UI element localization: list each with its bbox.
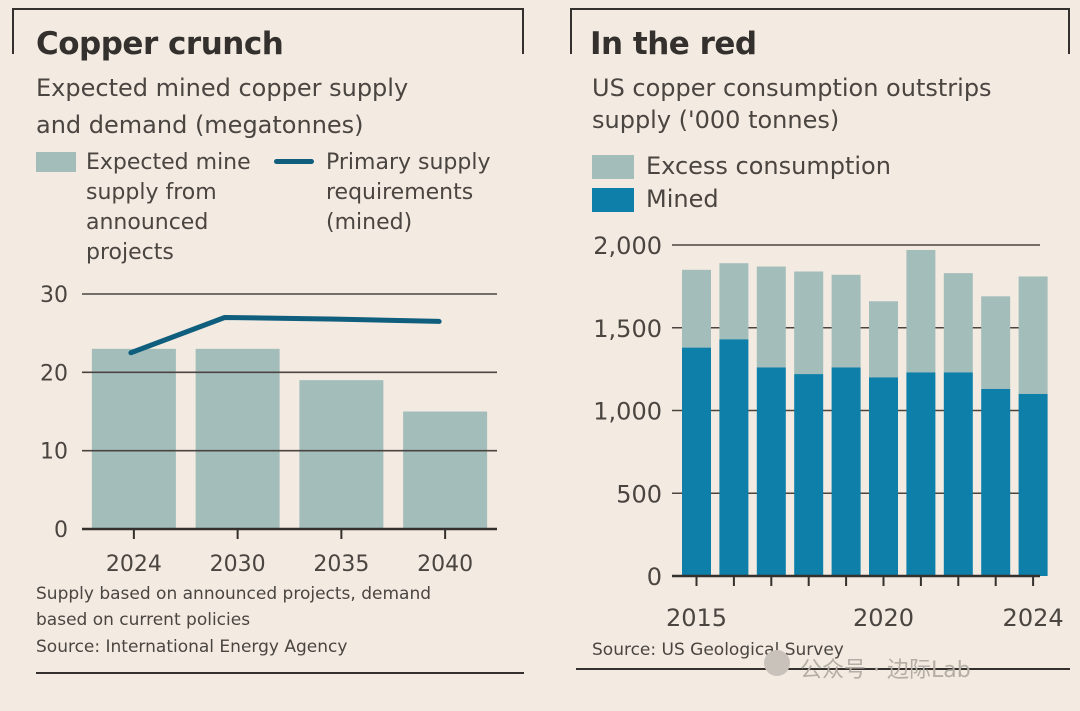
mined-bar: [719, 339, 749, 576]
mined-bar: [831, 367, 861, 576]
watermark-text: 公众号 · 边际Lab: [800, 658, 971, 683]
panel-frame-left: [570, 8, 572, 54]
x-tick-label: 2024: [106, 552, 162, 577]
y-tick-label: 500: [616, 480, 662, 508]
panel-frame-right: [1068, 8, 1070, 54]
y-tick-label: 20: [40, 361, 68, 386]
supply-bar: [403, 411, 488, 529]
mined-bar: [906, 372, 936, 576]
excess-consumption-bar: [719, 263, 749, 340]
mined-bar: [869, 377, 898, 576]
x-tick-label: 2024: [1003, 604, 1064, 632]
excess-consumption-bar: [1018, 276, 1048, 394]
legend-bar-label-1: Expected mine: [86, 150, 251, 175]
panel-bottom-rule: [36, 672, 524, 674]
excess-consumption-bar: [831, 274, 861, 368]
legend-bar-swatch: [36, 152, 76, 172]
legend-bar-label-3: announced: [86, 210, 209, 235]
y-tick-label: 1,500: [593, 315, 662, 343]
legend-line-label-3: (mined): [326, 210, 413, 235]
excess-consumption-bar: [794, 271, 824, 375]
source-line: Source: International Energy Agency: [36, 637, 348, 657]
x-tick-label: 2020: [853, 604, 914, 632]
chart-subtitle-line-2: supply ('000 tonnes): [592, 106, 840, 134]
mined-bar: [756, 367, 786, 576]
panel-frame-top: [12, 8, 524, 10]
in-the-red-chart: 0 500 1,000 1,500 2,000 2015 2020 2024: [593, 232, 1064, 632]
legend-mined-label: Mined: [646, 185, 719, 213]
supply-bar: [195, 348, 280, 529]
y-tick-label: 1,000: [593, 398, 662, 426]
in-the-red-panel: In the red US copper consumption outstri…: [570, 0, 1070, 711]
watermark-logo-icon: [764, 650, 790, 676]
mined-bar: [1018, 393, 1048, 576]
legend-bar-label-2: supply from: [86, 180, 217, 205]
y-tick-label: 0: [54, 518, 68, 543]
excess-consumption-bar: [906, 249, 936, 373]
panel-bottom-rule: [576, 668, 1070, 670]
legend-mined-swatch: [592, 188, 634, 212]
supply-bar: [299, 380, 384, 529]
supply-bar: [91, 348, 176, 529]
excess-consumption-bar: [869, 301, 898, 378]
excess-consumption-bar: [981, 296, 1011, 389]
excess-consumption-bar: [943, 273, 973, 373]
x-tick-label: 2035: [313, 552, 369, 577]
x-tick-label: 2040: [417, 552, 473, 577]
panel-frame-top: [570, 8, 1070, 10]
y-tick-label: 0: [647, 563, 662, 591]
excess-consumption-bar: [682, 269, 711, 348]
mined-bar: [794, 374, 824, 576]
legend-excess-label: Excess consumption: [646, 152, 891, 180]
y-tick-label: 30: [40, 283, 68, 308]
x-tick-label: 2030: [210, 552, 266, 577]
footnote-line-2: based on current policies: [36, 610, 251, 630]
demand-line: [128, 315, 442, 356]
excess-consumption-bar: [756, 266, 786, 368]
chart-subtitle-line-1: Expected mined copper supply: [36, 74, 409, 102]
y-tick-label: 10: [40, 440, 68, 465]
chart-subtitle-line-2: and demand (megatonnes): [36, 111, 364, 139]
mined-bar: [943, 372, 973, 576]
copper-crunch-panel: Copper crunch Expected mined copper supp…: [12, 0, 524, 711]
legend-excess-swatch: [592, 155, 634, 179]
mined-bar: [981, 388, 1011, 576]
legend-line-swatch: [274, 159, 314, 164]
legend-line-label-1: Primary supply: [326, 150, 491, 175]
panel-frame-right: [522, 8, 524, 54]
legend-bar-label-4: projects: [86, 240, 174, 265]
chart-subtitle-line-1: US copper consumption outstrips: [592, 74, 992, 102]
chart-title: Copper crunch: [36, 26, 284, 62]
x-tick-label: 2015: [666, 604, 727, 632]
panel-frame-left: [12, 8, 14, 54]
legend-line-label-2: requirements: [326, 180, 474, 205]
footnote-line-1: Supply based on announced projects, dema…: [36, 584, 432, 604]
mined-bar: [682, 347, 711, 576]
y-tick-label: 2,000: [593, 232, 662, 260]
chart-title: In the red: [590, 26, 757, 62]
